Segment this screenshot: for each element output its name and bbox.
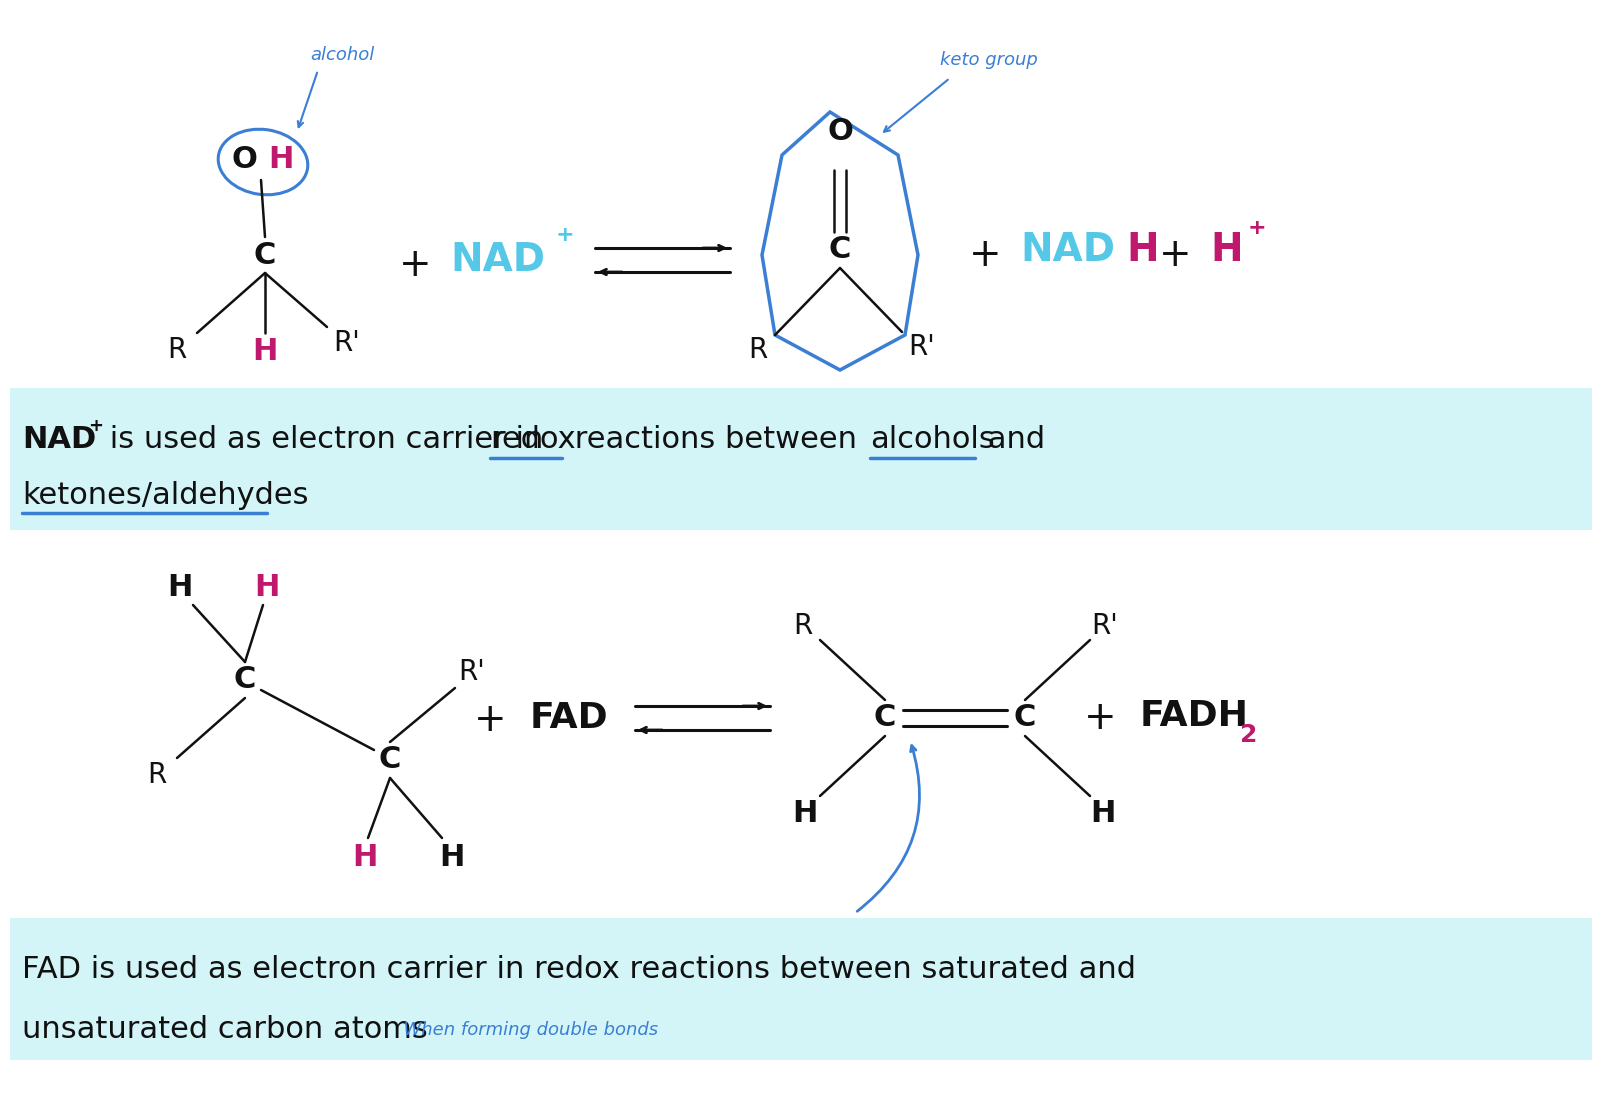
Text: O: O (827, 117, 852, 146)
Text: C: C (253, 240, 276, 269)
Text: R': R' (333, 329, 360, 357)
Text: +: + (399, 246, 431, 284)
Text: reactions between: reactions between (566, 425, 867, 454)
Text: C: C (1014, 704, 1036, 732)
Text: unsaturated carbon atoms: unsaturated carbon atoms (22, 1016, 428, 1045)
Text: H: H (352, 842, 378, 872)
Text: FAD is used as electron carrier in redox reactions between saturated and: FAD is used as electron carrier in redox… (22, 955, 1136, 985)
Text: ketones/aldehydes: ketones/aldehydes (22, 481, 309, 510)
Text: H: H (252, 338, 277, 367)
Text: R: R (748, 336, 767, 365)
Text: H: H (255, 574, 280, 603)
Text: R: R (167, 336, 186, 365)
Text: H: H (1210, 230, 1243, 269)
Text: redox: redox (490, 425, 575, 454)
Text: O: O (231, 145, 256, 174)
Text: H: H (1091, 799, 1115, 828)
Text: C: C (378, 746, 400, 774)
Text: +: + (1083, 699, 1117, 737)
Text: +: + (1248, 218, 1267, 238)
Text: alcohol: alcohol (311, 47, 375, 64)
Text: C: C (828, 236, 851, 265)
Text: H: H (439, 842, 465, 872)
Text: H: H (793, 799, 817, 828)
Text: H: H (167, 574, 192, 603)
Text: +: + (969, 236, 1001, 274)
Text: R: R (793, 612, 812, 640)
FancyBboxPatch shape (10, 388, 1592, 530)
Text: R: R (147, 761, 167, 789)
Text: H: H (1126, 230, 1158, 269)
FancyBboxPatch shape (10, 919, 1592, 1060)
Text: R': R' (1091, 612, 1118, 640)
Text: alcohols: alcohols (870, 425, 995, 454)
Text: FAD: FAD (530, 701, 609, 735)
Text: +: + (474, 701, 506, 739)
Text: R': R' (908, 334, 936, 361)
Text: +: + (556, 225, 575, 245)
Text: When forming double bonds: When forming double bonds (392, 1020, 658, 1039)
Text: is used as electron carrier in: is used as electron carrier in (99, 425, 553, 454)
Text: keto group: keto group (940, 51, 1038, 69)
Text: C: C (873, 704, 896, 732)
Text: 2: 2 (1240, 724, 1258, 747)
Text: +: + (1158, 236, 1192, 274)
Text: NAD: NAD (22, 425, 96, 454)
Text: +: + (88, 417, 103, 435)
Text: and: and (977, 425, 1045, 454)
Text: NAD: NAD (1020, 230, 1115, 269)
Text: R': R' (458, 658, 485, 686)
Text: H: H (268, 145, 293, 174)
Text: NAD: NAD (450, 242, 545, 279)
Text: FADH: FADH (1141, 699, 1250, 733)
Text: C: C (234, 666, 256, 695)
